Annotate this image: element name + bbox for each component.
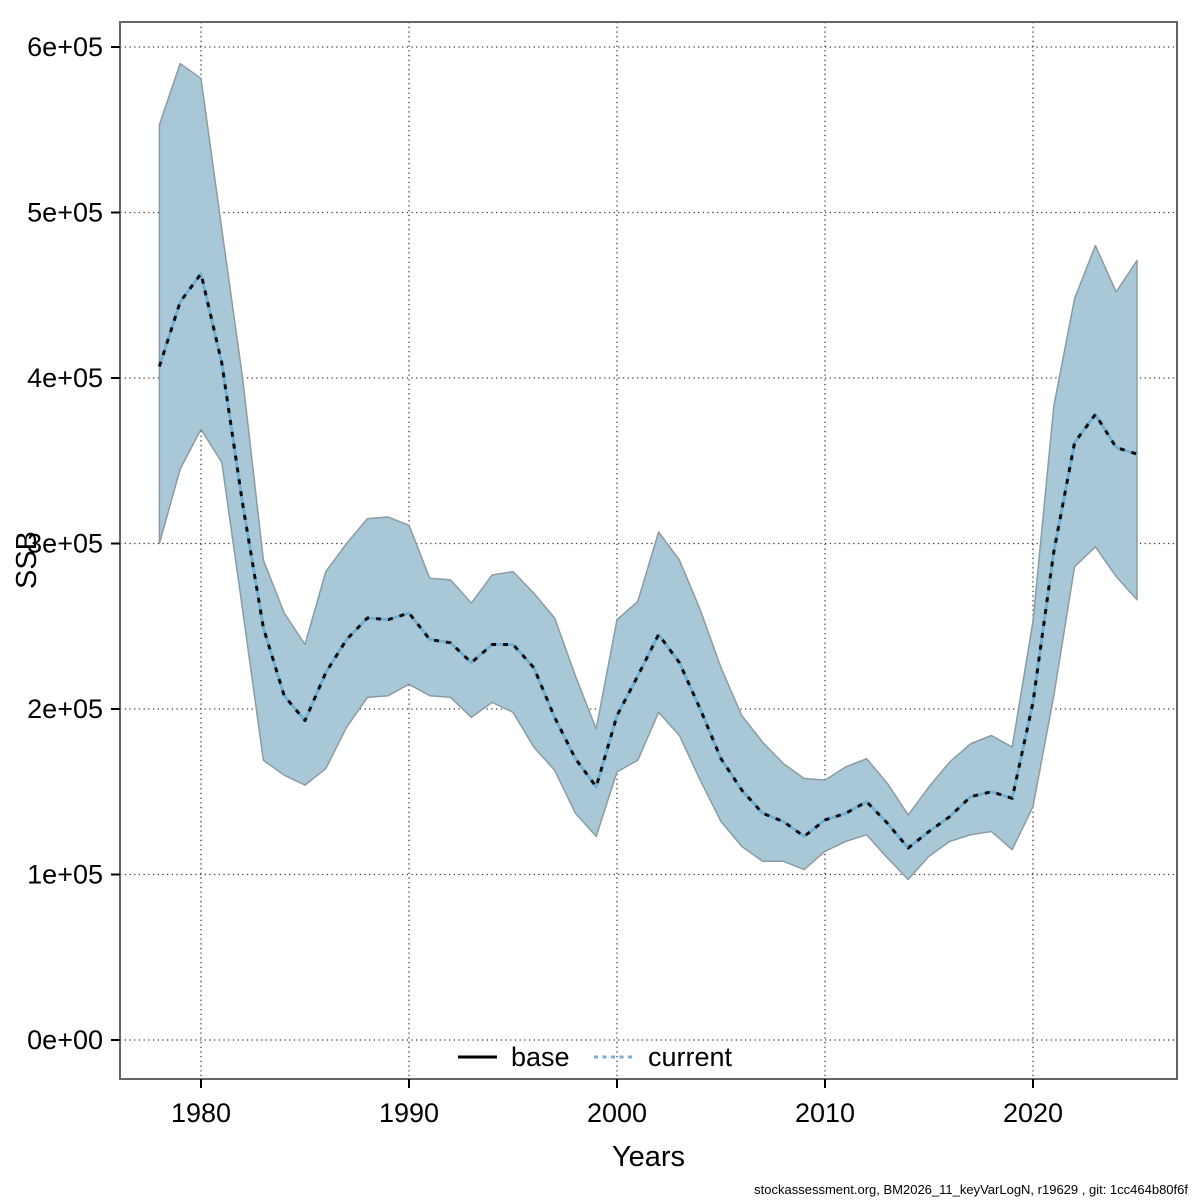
x-tick-label: 2000 bbox=[587, 1098, 647, 1128]
y-tick-label: 3e+05 bbox=[27, 529, 103, 559]
x-tick-label: 2010 bbox=[795, 1098, 855, 1128]
legend-label-current: current bbox=[648, 1042, 733, 1072]
y-tick-label: 1e+05 bbox=[27, 860, 103, 890]
confidence-band bbox=[158, 62, 1138, 881]
plot-border bbox=[119, 21, 1178, 1080]
x-tick-label: 2020 bbox=[1003, 1098, 1063, 1128]
y-axis-title: SSB bbox=[11, 531, 43, 589]
y-tick-label: 2e+05 bbox=[27, 694, 103, 724]
y-tick-label: 4e+05 bbox=[27, 363, 103, 393]
x-axis-title: Years bbox=[612, 1141, 685, 1173]
y-tick-label: 5e+05 bbox=[27, 198, 103, 228]
legend-label-base: base bbox=[511, 1042, 570, 1072]
footer-provenance: stockassessment.org, BM2026_11_keyVarLog… bbox=[754, 1182, 1188, 1197]
y-tick-label: 0e+00 bbox=[27, 1025, 103, 1055]
y-tick-label: 6e+05 bbox=[27, 32, 103, 62]
x-tick-label: 1980 bbox=[171, 1098, 231, 1128]
current-median-line bbox=[157, 272, 1138, 850]
x-tick-label: 1990 bbox=[379, 1098, 439, 1128]
